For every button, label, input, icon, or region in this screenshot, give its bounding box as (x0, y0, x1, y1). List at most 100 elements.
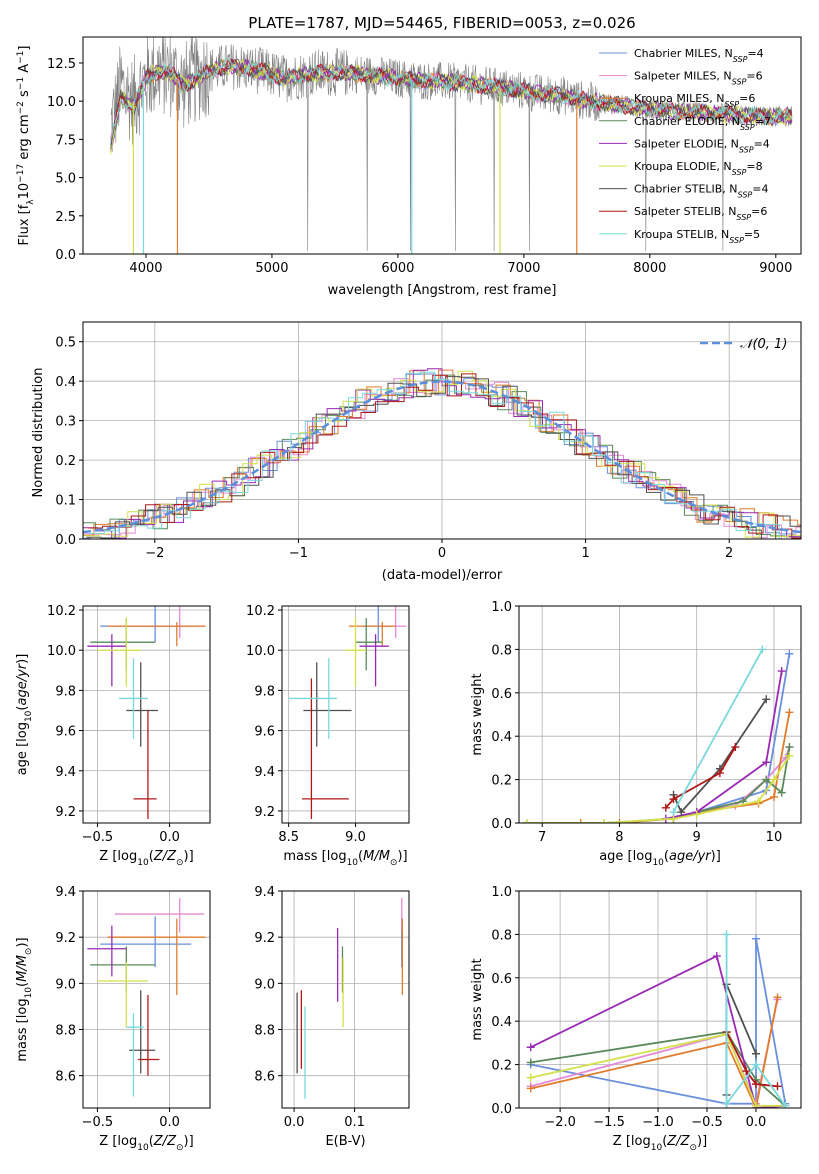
spectrum-ylabel: Flux [fλ10−17 erg cm−2 s−1 A−1] (16, 46, 36, 246)
z-weight-marker (781, 1101, 790, 1108)
spectrum-xtick-label: 8000 (633, 261, 666, 276)
z-age-frame (82, 605, 211, 824)
z-weight-series-line (725, 934, 787, 1107)
z-weight-ytick-label: 0.6 (491, 972, 512, 987)
spectrum-xtick-label: 5000 (255, 261, 288, 276)
z-mass-ytick-label: 8.8 (55, 1024, 76, 1039)
age-weight-marker (576, 819, 585, 823)
age-weight-frame (518, 605, 802, 824)
age-weight-ytick-label: 0.2 (491, 774, 512, 789)
age-weight-ticks: 7 8 9 10 0.0 0.2 0.4 0.6 0.8 1.0 (491, 600, 782, 845)
z-age-ytick-label: 9.8 (55, 684, 76, 699)
spectrum-frame (82, 36, 802, 255)
spectrum-ytick-label: 7.5 (55, 133, 76, 148)
ebv-mass-axes: 0.0 0.1 8.6 8.8 9.0 9.2 9.4 (254, 885, 410, 1130)
z-mass-ytick-label: 9.4 (55, 885, 76, 900)
hist-plot (83, 368, 801, 539)
z-weight-xtick-label: 0.0 (746, 1115, 767, 1130)
hist-xtick-label: 0 (438, 546, 446, 561)
z-age-ytick-label: 9.6 (55, 725, 76, 740)
age-weight-marker (669, 795, 678, 804)
z-weight-marker (773, 1082, 782, 1091)
age-weight-plot (522, 645, 794, 823)
z-mass-ytick-label: 9.0 (55, 977, 76, 992)
z-weight-marker (526, 1084, 535, 1093)
spectrum-ytick-label: 10.0 (47, 95, 76, 110)
ebv-mass-frame (281, 890, 410, 1109)
age-weight-marker (731, 743, 740, 752)
age-weight-marker (522, 819, 531, 823)
z-weight-xtick-label: −1.5 (593, 1115, 625, 1130)
ebv-mass-ytick-label: 8.8 (254, 1024, 275, 1039)
z-mass-ticks: −0.5 0.0 8.6 8.8 9.0 9.2 9.4 (55, 885, 180, 1130)
spectrum-xtick-label: 6000 (381, 261, 414, 276)
hist-xtick-label: −1 (289, 546, 308, 561)
age-weight-marker (754, 797, 763, 806)
hist-ytick-label: 0.4 (55, 375, 76, 390)
legend-label: Chabrier MILES, NSSP=4 (634, 47, 764, 64)
mass-age-ytick-label: 9.8 (254, 684, 275, 699)
z-weight-marker (751, 1080, 760, 1089)
z-weight-marker (526, 1043, 535, 1052)
age-weight-ytick-label: 0.0 (491, 817, 512, 832)
age-weight-marker (769, 792, 778, 801)
z-weight-marker (526, 1058, 535, 1067)
z-weight-frame (518, 890, 802, 1109)
spectrum-ticks: 4000 5000 6000 7000 8000 9000 0.0 2.5 5.0 7.5 10.0… (47, 57, 792, 276)
z-age-xtick-label: 0.0 (159, 830, 180, 845)
z-age-ticks: −0.5 0.0 9.2 9.4 9.6 9.8 10.0 10.2 (47, 604, 180, 845)
mass-age-grid (282, 606, 409, 823)
age-weight-ytick-label: 0.8 (491, 643, 512, 658)
mass-age-axes: 8.5 9.0 9.2 9.4 9.6 9.8 10.0 10.2 (246, 604, 410, 845)
z-weight-series-line (530, 1033, 786, 1107)
age-weight-marker (762, 775, 771, 784)
mass-age-xtick-label: 8.5 (278, 830, 299, 845)
hist-xlabel: (data-model)/error (382, 568, 503, 583)
spectrum-ytick-label: 0.0 (55, 248, 76, 263)
age-weight-marker (777, 667, 786, 676)
hist-axes: −2 −1 0 1 2 0.0 0.1 0.2 0.3 0.4 0.5 (55, 321, 802, 561)
hist-ticks: −2 −1 0 1 2 0.0 0.1 0.2 0.3 0.4 0.5 (55, 336, 733, 561)
spectrum-ytick-label: 2.5 (55, 210, 76, 225)
z-mass-frame (82, 890, 211, 1109)
age-weight-ytick-label: 0.4 (491, 730, 512, 745)
age-weight-marker (777, 788, 786, 797)
age-weight-marker (762, 758, 771, 767)
hist-frame (82, 321, 802, 540)
hist-xtick-label: −2 (145, 546, 164, 561)
legend-label: Kroupa ELODIE, NSSP=8 (634, 160, 763, 177)
age-weight-marker (661, 803, 670, 812)
z-age-ylabel: age [log10(age/yr)] (15, 654, 34, 776)
z-weight-ytick-label: 0.4 (491, 1015, 512, 1030)
z-weight-ytick-label: 1.0 (491, 885, 512, 900)
z-weight-series-line (725, 1031, 778, 1088)
spectrum-xtick-label: 7000 (507, 261, 540, 276)
mass-age-xlabel: mass [log10(M/M⊙)] (283, 849, 407, 868)
z-age-axes: −0.5 0.0 9.2 9.4 9.6 9.8 10.0 10.2 (47, 604, 211, 845)
mass-age-ytick-label: 9.2 (254, 805, 275, 820)
legend-label: Chabrier ELODIE, NSSP=7 (634, 115, 771, 132)
z-mass-plot (87, 897, 206, 1097)
age-weight-marker (715, 769, 724, 778)
z-age-xlabel: Z [log10(Z/Z⊙)] (99, 849, 193, 868)
z-weight-xtick-label: −0.5 (691, 1115, 723, 1130)
age-weight-marker (762, 695, 771, 704)
z-weight-marker (751, 1049, 760, 1058)
legend-label: Salpeter STELIB, NSSP=6 (634, 205, 767, 222)
hist-ytick-label: 0.5 (55, 336, 76, 351)
z-age-xtick-label: −0.5 (82, 830, 114, 845)
legend-label: Salpeter ELODIE, NSSP=4 (634, 137, 770, 154)
age-weight-series-line (665, 746, 737, 809)
z-weight-marker (722, 1099, 731, 1108)
mass-age-xtick-label: 9.0 (345, 830, 366, 845)
z-weight-marker (712, 952, 721, 961)
hist-legend-label: 𝒩(0, 1) (740, 337, 787, 352)
age-weight-ytick-label: 1.0 (491, 600, 512, 615)
spectrum-plot (110, 37, 793, 254)
ebv-mass-ytick-label: 9.2 (254, 931, 275, 946)
z-weight-plot (526, 930, 790, 1108)
spectrum-model-line (110, 57, 793, 140)
legend-label: Salpeter MILES, NSSP=6 (634, 70, 763, 87)
age-weight-marker (669, 808, 678, 817)
z-weight-ytick-label: 0.0 (491, 1102, 512, 1117)
